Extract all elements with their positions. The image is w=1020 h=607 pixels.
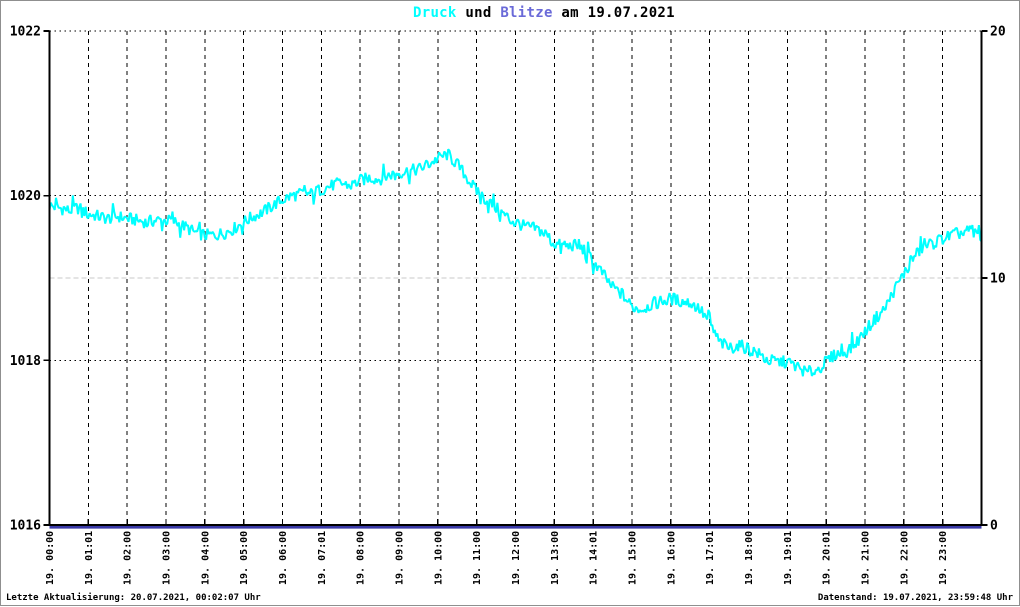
last-update-note: Letzte Aktualisierung: 20.07.2021, 00:02… [6,593,261,603]
x-tick-label: 19. 23:00 [938,531,949,585]
x-tick-label: 19. 13:00 [550,531,561,585]
x-tick-label: 19. 01:01 [84,531,95,585]
x-tick-label: 19. 07:01 [317,531,328,585]
x-tick-label: 19. 04:00 [200,531,211,585]
x-tick-label: 19. 06:00 [278,531,289,585]
y-right-tick-label: 0 [990,519,998,534]
x-tick-label: 19. 08:00 [356,531,367,585]
x-tick-label: 19. 18:00 [744,531,755,585]
y-left-tick-label: 1016 [10,519,41,534]
x-tick-label: 19. 05:00 [239,531,250,585]
x-tick-label: 19. 20:01 [822,531,833,585]
x-tick-label: 19. 12:00 [511,531,522,585]
x-tick-label: 19. 14:01 [589,531,600,585]
x-tick-label: 19. 19:01 [783,531,794,585]
x-tick-label: 19. 21:00 [861,531,872,585]
x-tick-label: 19. 02:00 [123,531,134,585]
x-tick-label: 19. 22:00 [899,531,910,585]
title-blitze-label: Blitze [500,5,553,21]
y-left-tick-label: 1022 [10,25,41,40]
title-druck-label: Druck [413,5,457,21]
x-tick-label: 19. 15:00 [628,531,639,585]
druck-line [48,148,983,377]
x-tick-label: 19. 10:00 [433,531,444,585]
data-timestamp-note: Datenstand: 19.07.2021, 23:59:48 Uhr [817,593,1013,603]
title-date-label: am 19.07.2021 [552,5,675,21]
y-left-tick-label: 1018 [10,354,41,369]
x-tick-label: 19. 17:01 [705,531,716,585]
chart-title: Druck und Blitze am 19.07.2021 [413,5,675,21]
x-tick-label: 19. 11:00 [472,531,483,585]
x-tick-label: 19. 03:00 [162,531,173,585]
x-tick-label: 19. 16:00 [666,531,677,585]
y-right-tick-label: 20 [990,25,1006,40]
title-und-label: und [456,5,501,21]
x-tick-label: 19. 09:00 [395,531,406,585]
y-right-tick-label: 10 [990,272,1006,287]
x-tick-label: 19. 00:00 [45,531,56,585]
y-left-tick-label: 1020 [10,189,41,204]
